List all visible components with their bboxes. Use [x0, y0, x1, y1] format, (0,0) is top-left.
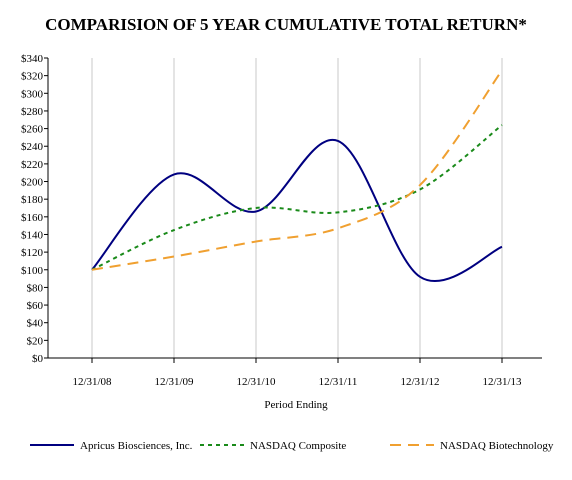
chart-title: COMPARISION OF 5 YEAR CUMULATIVE TOTAL R…	[45, 15, 527, 34]
y-tick-label-40: $40	[27, 318, 44, 330]
y-tick-label-320: $320	[21, 71, 44, 83]
y-tick-label-300: $300	[21, 88, 44, 100]
y-tick-label-280: $280	[21, 106, 44, 118]
y-tick-label-140: $140	[21, 229, 44, 241]
x-tick-label-1: 12/31/09	[154, 376, 194, 388]
x-axis-label: Period Ending	[264, 399, 328, 411]
legend-label-0: Apricus Biosciences, Inc.	[80, 440, 193, 452]
y-tick-label-180: $180	[21, 194, 44, 206]
legend-label-1: NASDAQ Composite	[250, 440, 346, 452]
series-line-1	[91, 124, 503, 271]
y-tick-label-160: $160	[21, 212, 44, 224]
y-tick-label-340: $340	[21, 53, 44, 65]
x-axis-ticks: 12/31/08 12/31/09 12/31/10 12/31/11 12/31/12…	[72, 358, 522, 388]
y-tick-label-220: $220	[21, 159, 44, 171]
y-tick-label-20: $20	[27, 335, 44, 347]
gridlines	[91, 58, 503, 358]
series-lines	[91, 69, 503, 283]
x-tick-label-0: 12/31/08	[72, 376, 112, 388]
x-tick-label-4: 12/31/12	[400, 376, 439, 388]
y-tick-label-80: $80	[27, 282, 44, 294]
series-line-0	[91, 138, 503, 283]
series-line-2	[91, 69, 503, 271]
x-tick-label-3: 12/31/11	[319, 376, 358, 388]
legend: Apricus Biosciences, Inc. NASDAQ Composit…	[30, 440, 554, 452]
x-tick-label-2: 12/31/10	[236, 376, 276, 388]
x-tick-label-5: 12/31/13	[482, 376, 522, 388]
y-tick-label-0: $0	[32, 353, 44, 365]
y-tick-label-260: $260	[21, 124, 44, 136]
axes	[47, 58, 542, 359]
y-axis-ticks: $0 $20 $40 $60 $80 $100 $120 $140 $160 $180 $200 $2…	[21, 53, 48, 365]
y-tick-label-200: $200	[21, 177, 44, 189]
y-tick-label-100: $100	[21, 265, 44, 277]
y-tick-label-60: $60	[27, 300, 44, 312]
legend-label-2: NASDAQ Biotechnology	[440, 440, 554, 452]
y-tick-label-240: $240	[21, 141, 44, 153]
y-tick-label-120: $120	[21, 247, 44, 259]
